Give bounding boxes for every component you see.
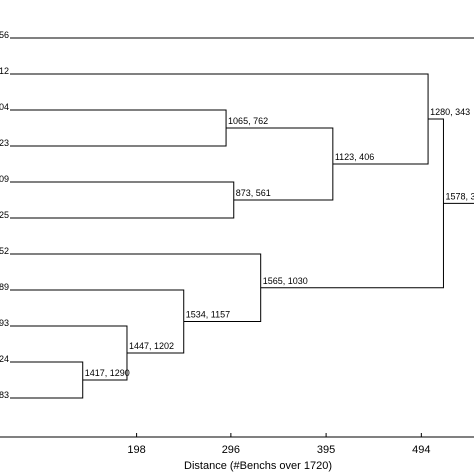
node-label: 1578, 338 (445, 191, 474, 201)
node-label: 1417, 1290 (85, 368, 130, 378)
x-tick-label: 198 (127, 444, 145, 456)
node-label: 1565, 1030 (263, 276, 308, 286)
leaf-label: 293 (0, 318, 9, 328)
node-label: 1534, 1157 (186, 310, 230, 320)
node-label: 873, 561 (236, 188, 271, 198)
node-label: 1065, 762 (228, 116, 268, 126)
dendrogram-link (10, 253, 262, 322)
dendrogram-link (10, 73, 429, 165)
leaf-label: 25 (0, 210, 9, 220)
x-tick-label: 395 (317, 444, 335, 456)
node-label: 1447, 1202 (129, 341, 174, 351)
node-label: 1280, 343 (430, 107, 470, 117)
dendrogram-link (10, 361, 84, 399)
x-axis-title: Distance (#Benchs over 1720) (184, 460, 332, 472)
x-tick-label: 494 (412, 444, 430, 456)
leaf-label: 383 (0, 390, 9, 400)
leaf-label: 12 (0, 66, 9, 76)
leaf-label: 304 (0, 102, 9, 112)
x-tick-label: 296 (222, 444, 240, 456)
dendrogram-link (10, 325, 128, 381)
dendrogram-link (10, 181, 235, 219)
leaf-label: 152 (0, 246, 9, 256)
leaf-label: 56 (0, 30, 9, 40)
node-label: 1123, 406 (335, 152, 374, 162)
leaf-label: 23 (0, 138, 9, 148)
leaf-label: 389 (0, 282, 9, 292)
dendrogram-link (10, 37, 474, 204)
leaf-label: 09 (0, 174, 9, 184)
dendrogram-link (260, 118, 444, 289)
dendrogram-link (10, 109, 227, 147)
leaf-label: 324 (0, 354, 9, 364)
